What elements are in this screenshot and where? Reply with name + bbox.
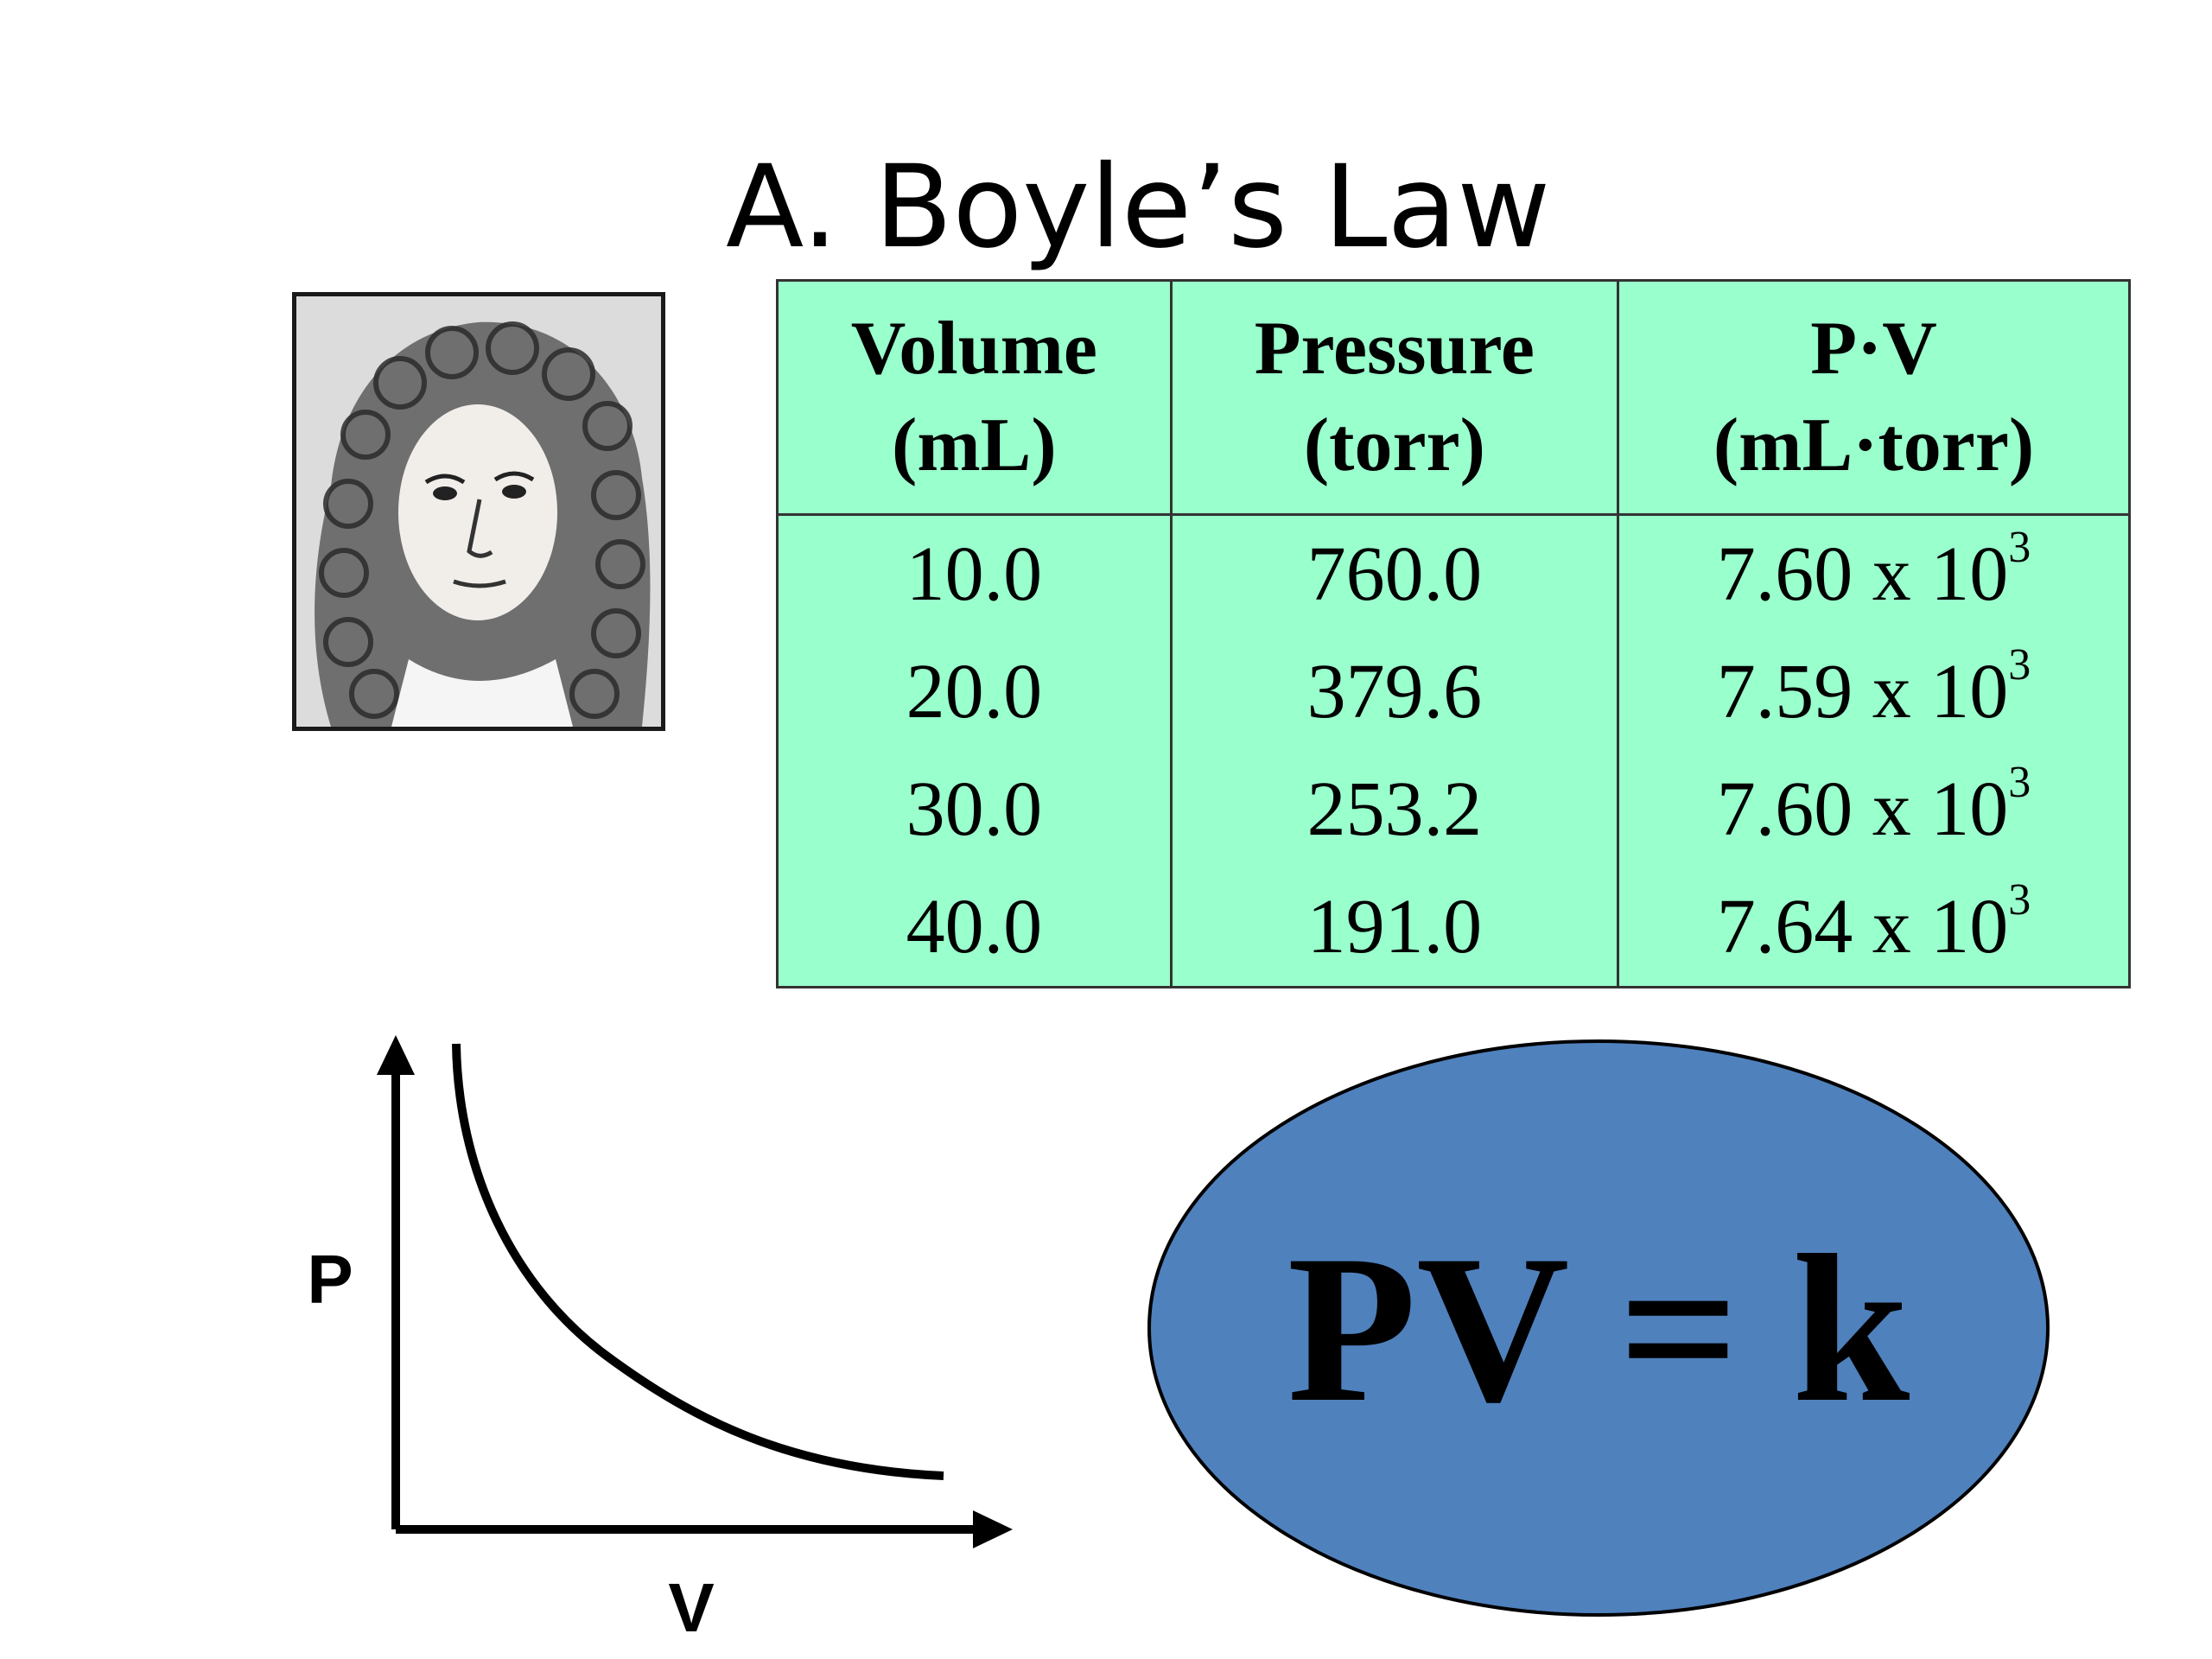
table-row: 20.0 379.6 7.59 x 103 <box>776 633 2131 751</box>
cell-pv: 7.60 x 103 <box>1617 514 2131 633</box>
pv-curve <box>452 1043 944 1480</box>
header-unit: (mL·torr) <box>1713 404 2035 487</box>
cell-volume: 10.0 <box>776 514 1173 633</box>
portrait-image <box>292 292 665 731</box>
law-ellipse: PV = k <box>1145 1037 2052 1620</box>
cell-pressure: 760.0 <box>1169 514 1620 633</box>
ellipse-fill <box>1147 1039 2050 1617</box>
cell-pressure: 379.6 <box>1169 633 1620 751</box>
pv-base: 7.64 x 10 <box>1716 884 2009 969</box>
cell-pressure: 191.0 <box>1169 868 1620 988</box>
cell-pv: 7.64 x 103 <box>1617 868 2131 988</box>
pv-graph: P V <box>307 1035 1013 1646</box>
cell-pv: 7.59 x 103 <box>1617 633 2131 751</box>
header-label: Pressure <box>1254 307 1535 391</box>
y-axis-arrow-icon <box>377 1035 415 1075</box>
pv-exponent: 3 <box>2008 875 2031 925</box>
header-label: P·V <box>1810 307 1937 391</box>
pv-base: 7.60 x 10 <box>1716 766 2009 852</box>
cell-pv: 7.60 x 103 <box>1617 751 2131 868</box>
pv-base: 7.59 x 10 <box>1716 649 2009 734</box>
y-axis-label: P <box>307 1241 353 1318</box>
table-header-row: Volume (mL) Pressure (torr) P·V (mL·torr… <box>776 279 2131 516</box>
header-label: Volume <box>850 307 1097 391</box>
x-axis-arrow-icon <box>973 1510 1013 1548</box>
header-pv: P·V (mL·torr) <box>1617 279 2131 516</box>
header-volume: Volume (mL) <box>776 279 1173 516</box>
table-row: 40.0 191.0 7.64 x 103 <box>776 868 2131 988</box>
cell-volume: 20.0 <box>776 633 1173 751</box>
pv-exponent: 3 <box>2008 523 2031 572</box>
header-unit: (mL) <box>892 404 1057 487</box>
cell-pressure: 253.2 <box>1169 751 1620 868</box>
pv-exponent: 3 <box>2008 640 2031 690</box>
x-axis-label: V <box>668 1569 714 1646</box>
data-table: Volume (mL) Pressure (torr) P·V (mL·torr… <box>776 279 2131 988</box>
pv-base: 7.60 x 10 <box>1716 531 2009 617</box>
portrait-drawing <box>296 296 661 727</box>
law-formula: PV = k <box>1287 1211 1910 1446</box>
slide-title: A. Boyle’s Law <box>726 141 1551 274</box>
header-pressure: Pressure (torr) <box>1169 279 1620 516</box>
cell-volume: 40.0 <box>776 868 1173 988</box>
cell-volume: 30.0 <box>776 751 1173 868</box>
ellipse-shape <box>1147 1039 2050 1617</box>
header-unit: (torr) <box>1303 404 1485 487</box>
table-row: 30.0 253.2 7.60 x 103 <box>776 751 2131 868</box>
pv-exponent: 3 <box>2008 758 2031 807</box>
table-row: 10.0 760.0 7.60 x 103 <box>776 514 2131 633</box>
